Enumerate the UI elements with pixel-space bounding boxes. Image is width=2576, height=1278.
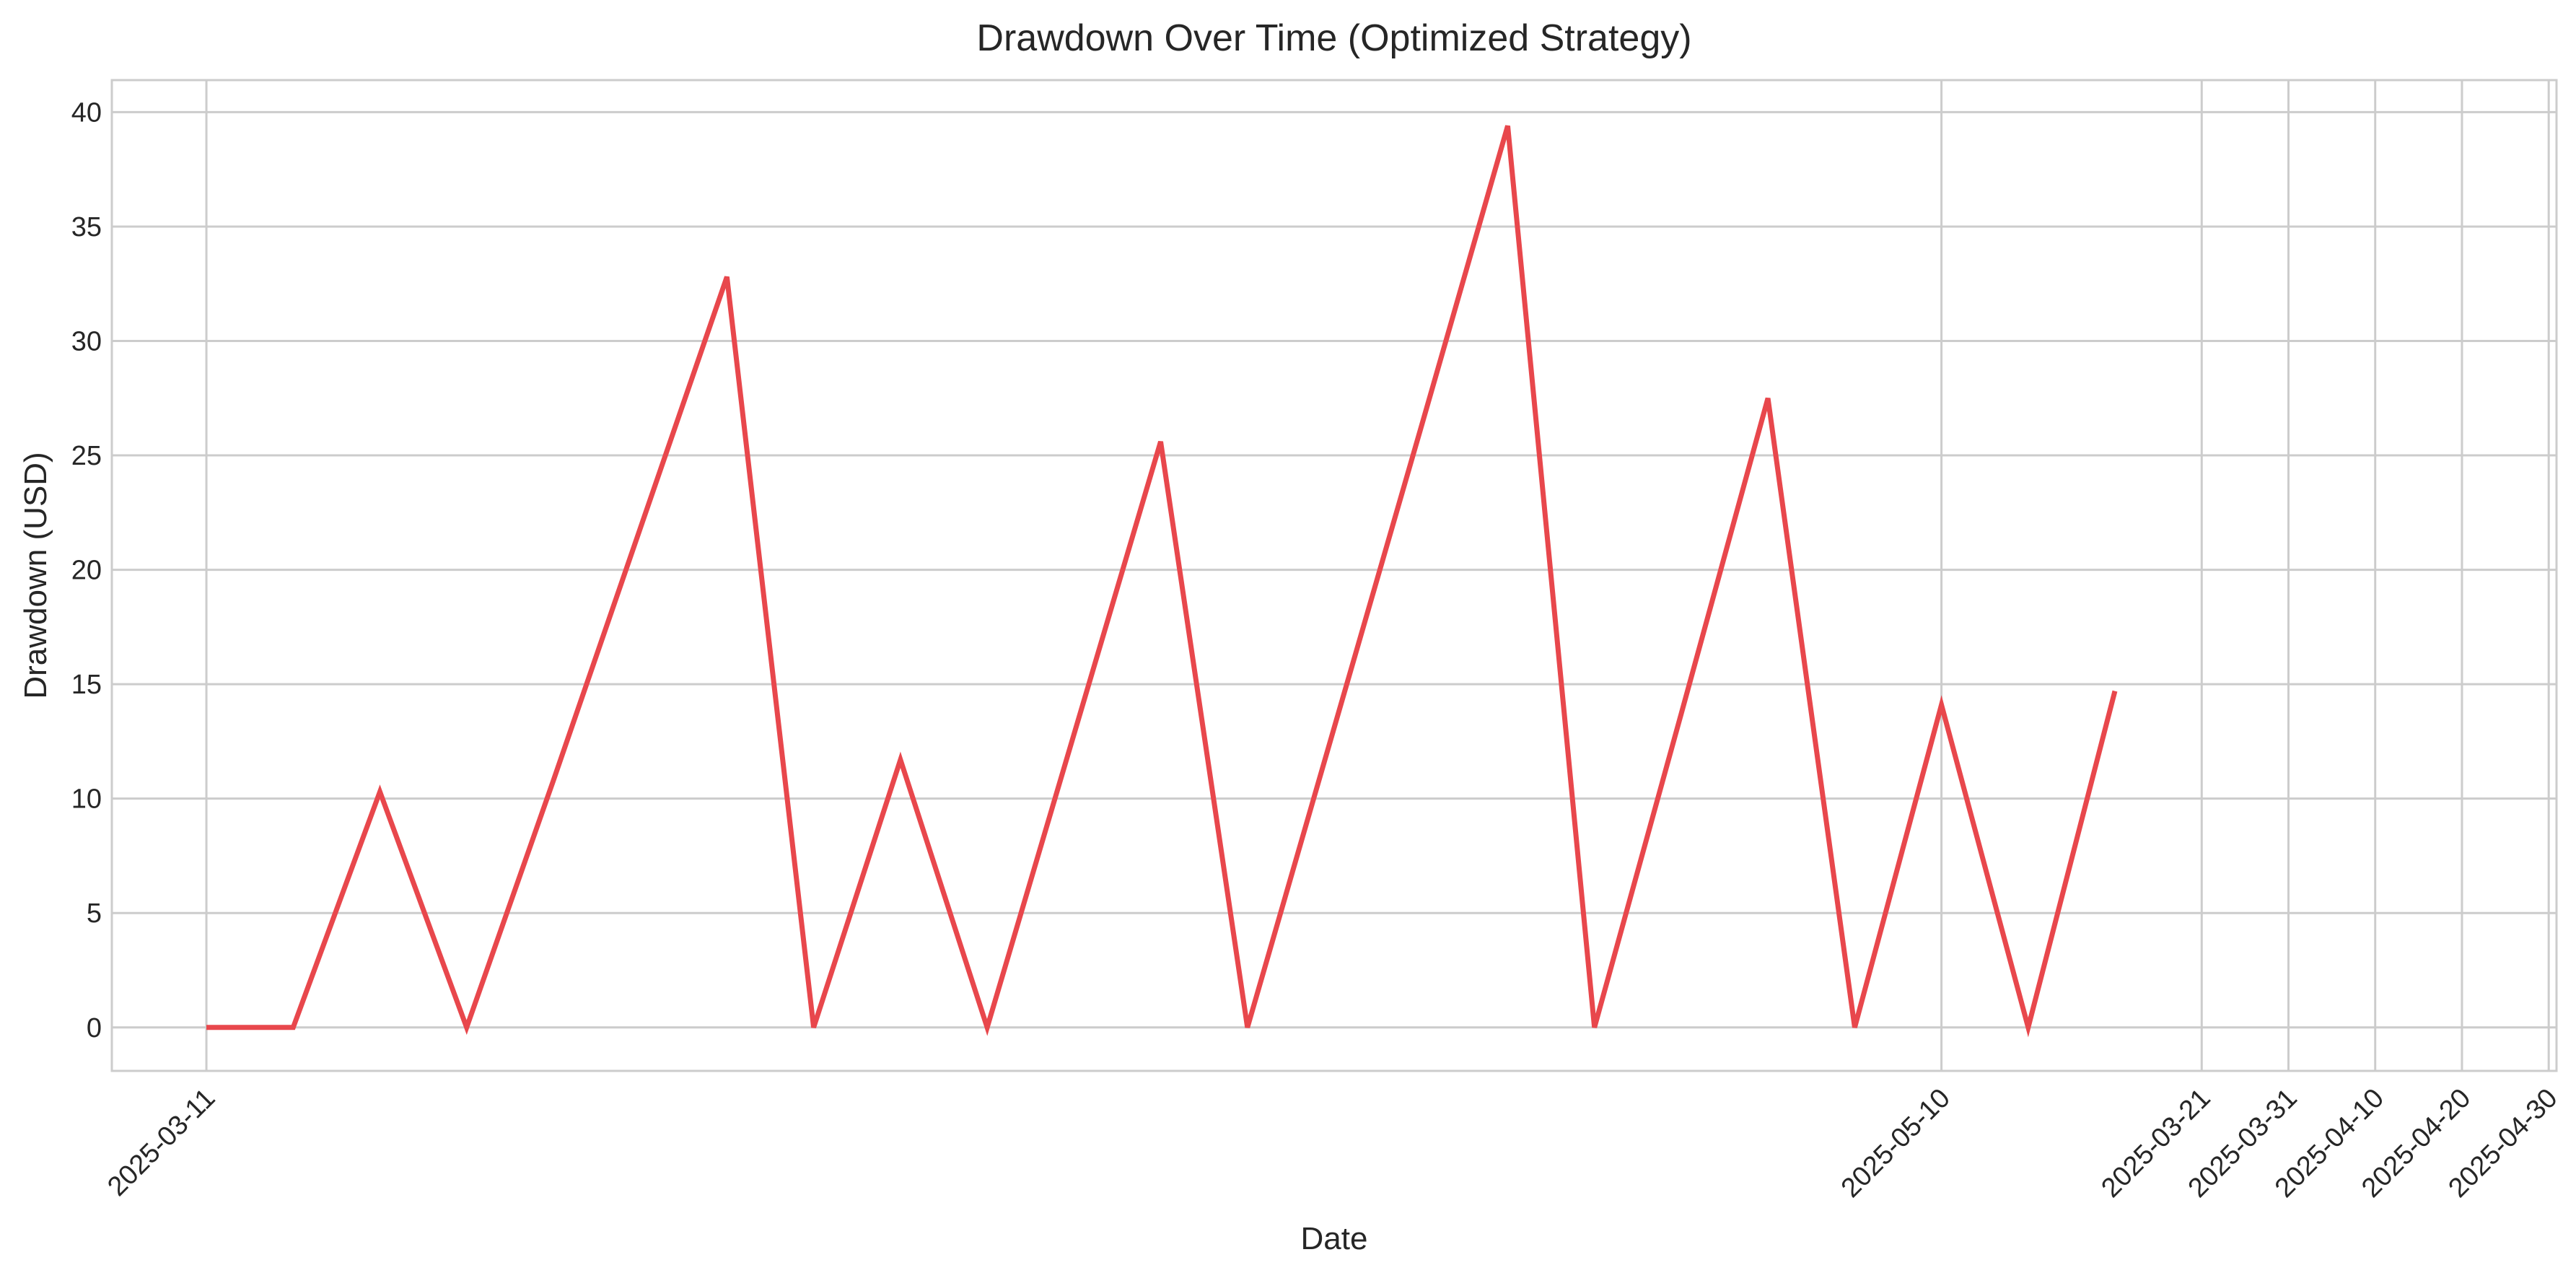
x-axis-ticks: 2025-03-11 2025-05-10 2025-03-212025-03-31… (102, 1083, 2563, 1204)
y-tick-label: 30 (71, 326, 102, 356)
x-tick-label: 2025-03-11 (102, 1083, 221, 1202)
plot-area (110, 79, 2558, 1072)
y-tick-label: 25 (71, 441, 102, 471)
y-tick-label: 40 (71, 97, 102, 128)
series (206, 125, 2118, 1038)
y-axis-ticks: 0 5 10 15 20 25 30 35 40 (71, 97, 102, 1043)
y-tick-label: 15 (71, 670, 102, 700)
y-tick-label: 35 (71, 212, 102, 242)
y-tick-label: 5 (87, 898, 102, 929)
y-tick-label: 0 (87, 1013, 102, 1043)
y-axis-label: Drawdown (USD) (18, 452, 53, 699)
x-tick-label: 2025-05-10 (1836, 1083, 1956, 1204)
grid (112, 80, 2557, 1071)
y-tick-label: 10 (71, 784, 102, 815)
chart-title: Drawdown Over Time (Optimized Strategy) (976, 17, 1691, 59)
x-axis-label: Date (1301, 1221, 1368, 1256)
drawdown-line (206, 125, 2118, 1038)
y-tick-label: 20 (71, 556, 102, 586)
